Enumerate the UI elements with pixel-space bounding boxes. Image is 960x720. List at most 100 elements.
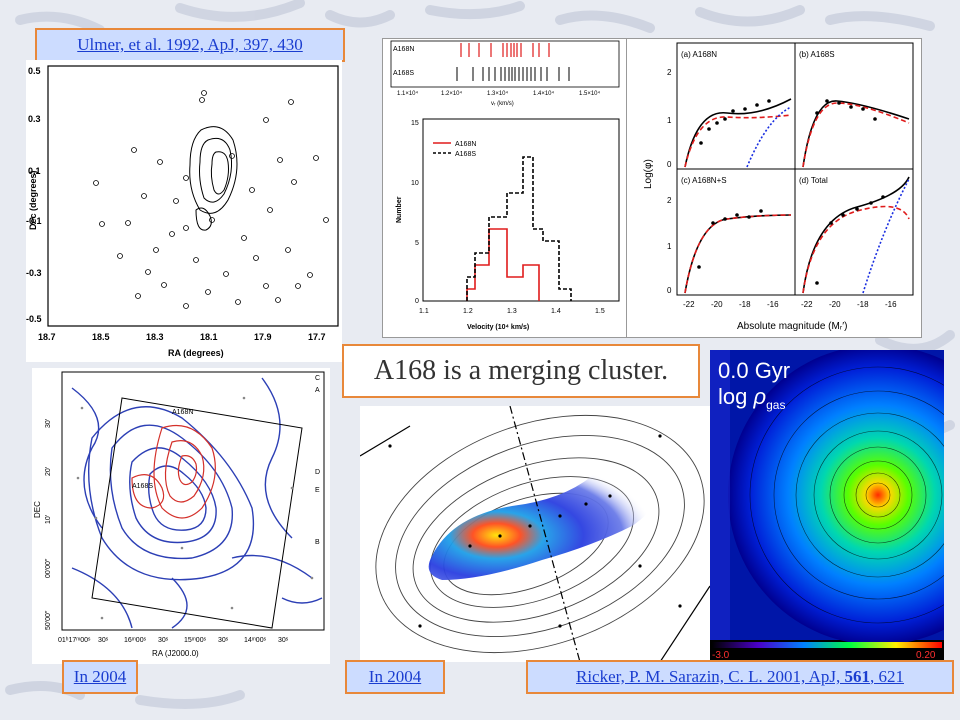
strip-tick: 1.2×10⁴ bbox=[441, 90, 463, 97]
xray-xtick: 30ˢ bbox=[218, 637, 229, 644]
lf-ytick: 1 bbox=[667, 116, 672, 125]
ulmer-ytick: -0.1 bbox=[26, 216, 42, 226]
xray-xtick: 01ʰ17ᵐ00ˢ bbox=[58, 637, 91, 644]
hist-xtick: 1.4 bbox=[551, 308, 561, 315]
ulmer-y-label: Dec (degrees) bbox=[28, 170, 38, 230]
lf-ytick: 2 bbox=[667, 68, 672, 77]
xray-xtick: 30ˢ bbox=[158, 637, 169, 644]
sim-time-label: 0.0 Gyr bbox=[718, 358, 790, 383]
gas-emission-blob bbox=[428, 468, 655, 580]
ricker-volume: 561 bbox=[844, 667, 870, 686]
ulmer-xtick: 17.9 bbox=[254, 332, 272, 342]
optical-density-contours bbox=[71, 377, 323, 629]
strip-tick: 1.5×10⁴ bbox=[579, 90, 601, 97]
xray-side-label: A bbox=[315, 387, 320, 394]
xray-side-label: E bbox=[315, 487, 320, 494]
hist-legend: A168N A168S bbox=[433, 141, 476, 158]
simulated-cluster-core bbox=[728, 350, 944, 645]
hist-x-label: Velocity (10⁴ km/s) bbox=[467, 324, 529, 331]
lf-xtick: -18 bbox=[857, 300, 869, 309]
xray-xtick: 14ᵐ00ˢ bbox=[244, 637, 267, 644]
ulmer-ytick: 0.3 bbox=[28, 114, 41, 124]
xray-y-label: DEC bbox=[33, 501, 42, 518]
ricker-citation-text: Ricker, P. M. Sarazin, C. L. 2001, ApJ, bbox=[576, 667, 845, 686]
xray-xtick: 15ᵐ00ˢ bbox=[184, 637, 207, 644]
xray-marker-a168s: A168S bbox=[132, 483, 153, 490]
xray-ytick: 50′00″ bbox=[45, 610, 52, 630]
lf-ytick: 1 bbox=[667, 242, 672, 251]
ulmer-galaxy-plot: RA (degrees) Dec (degrees) 18.7 18.5 18.… bbox=[26, 60, 342, 362]
colorbar-min-label: -3.0 bbox=[712, 650, 730, 660]
xray-side-label: D bbox=[315, 469, 320, 476]
lf-panel-d-label: (d) Total bbox=[799, 176, 828, 185]
velocity-histogram-figure: A168N A168S 1.1×10⁴ 1.2×10⁴ 1.3×10⁴ 1.4×… bbox=[382, 38, 628, 338]
hist-xtick: 1.1 bbox=[419, 308, 429, 315]
ulmer-xtick: 17.7 bbox=[308, 332, 326, 342]
hist-xtick: 1.5 bbox=[595, 308, 605, 315]
citation-ulmer: Ulmer, et al. 1992, ApJ, 397, 430 bbox=[35, 28, 345, 62]
xray-xtick: 16ᵐ00ˢ bbox=[124, 637, 147, 644]
strip-x-label: vᵣ (km/s) bbox=[491, 101, 514, 107]
lf-y-label: Log(φ) bbox=[643, 159, 654, 189]
xray-side-label: B bbox=[315, 539, 320, 546]
ulmer-ytick: -0.5 bbox=[26, 314, 42, 324]
hist-xtick: 1.2 bbox=[463, 308, 473, 315]
hist-y-label: Number bbox=[396, 196, 403, 223]
lf-xtick: -16 bbox=[767, 300, 779, 309]
simulation-panel: 0.0 Gyr log ρgas -3.0 0.20 bbox=[710, 350, 944, 660]
lf-xtick: -22 bbox=[801, 300, 813, 309]
xray-ytick: 30′ bbox=[45, 418, 52, 428]
citation-ricker-sarazin: Ricker, P. M. Sarazin, C. L. 2001, ApJ, … bbox=[526, 660, 954, 694]
xray-xtick: 30ˢ bbox=[278, 637, 289, 644]
ricker-pages: , 621 bbox=[869, 667, 904, 686]
lf-panel-b-label: (b) A168S bbox=[799, 50, 835, 59]
xray-ytick: 10′ bbox=[45, 514, 52, 524]
hist-south bbox=[466, 156, 572, 301]
ulmer-ytick: 0.5 bbox=[28, 66, 41, 76]
strip-label-north: A168N bbox=[393, 46, 414, 53]
velocity-strip-south bbox=[456, 67, 570, 81]
xray-xtick: 30ˢ bbox=[98, 637, 109, 644]
strip-tick: 1.4×10⁴ bbox=[533, 90, 555, 97]
gas-density-overlay-image bbox=[360, 406, 710, 662]
xray-ytick: 00′00″ bbox=[45, 558, 52, 578]
hist-ytick: 10 bbox=[411, 180, 419, 187]
ulmer-xtick: 18.3 bbox=[146, 332, 164, 342]
ulmer-xtick: 18.5 bbox=[92, 332, 110, 342]
lf-panel-c-label: (c) A168N+S bbox=[681, 176, 727, 185]
lf-x-label: Absolute magnitude (Mᵣ′) bbox=[737, 321, 847, 332]
lf-xtick: -16 bbox=[885, 300, 897, 309]
hist-xtick: 1.3 bbox=[507, 308, 517, 315]
lf-data-points bbox=[697, 99, 885, 285]
xray-ytick: 20′ bbox=[45, 466, 52, 476]
lf-ytick: 2 bbox=[667, 196, 672, 205]
ulmer-x-label: RA (degrees) bbox=[168, 348, 224, 358]
ulmer-xtick: 18.1 bbox=[200, 332, 218, 342]
ulmer-ytick: 0.1 bbox=[28, 166, 41, 176]
legend-south: A168S bbox=[455, 151, 476, 158]
xray-marker-a168n: A168N bbox=[172, 409, 193, 416]
xray-contours bbox=[131, 424, 216, 519]
xray-contour-map: A168N A168S C A D E B DEC 30′ 20′ 10′ 00… bbox=[32, 368, 330, 664]
xray-side-label: C bbox=[315, 375, 320, 382]
lf-xtick: -18 bbox=[739, 300, 751, 309]
strip-tick: 1.1×10⁴ bbox=[397, 90, 419, 97]
hist-north bbox=[466, 228, 540, 301]
lf-xtick: -20 bbox=[829, 300, 841, 309]
legend-north: A168N bbox=[455, 141, 476, 148]
xray-x-label: RA (J2000.0) bbox=[152, 649, 199, 658]
velocity-strip-north bbox=[460, 43, 550, 57]
caption-in-2004-middle: In 2004 bbox=[345, 660, 445, 694]
lf-xtick: -22 bbox=[683, 300, 695, 309]
hist-ytick: 5 bbox=[415, 240, 419, 247]
ulmer-xtick: 18.7 bbox=[38, 332, 56, 342]
lf-ytick: 0 bbox=[667, 160, 672, 169]
sim-colorbar bbox=[712, 642, 942, 648]
caption-in-2004-left: In 2004 bbox=[62, 660, 138, 694]
lf-panel-a-label: (a) A168N bbox=[681, 50, 717, 59]
ulmer-xray-contours bbox=[189, 126, 238, 231]
lf-ytick: 0 bbox=[667, 286, 672, 295]
strip-tick: 1.3×10⁴ bbox=[487, 90, 509, 97]
hist-ytick: 15 bbox=[411, 120, 419, 127]
sim-quantity-label: log ρgas bbox=[718, 384, 785, 412]
